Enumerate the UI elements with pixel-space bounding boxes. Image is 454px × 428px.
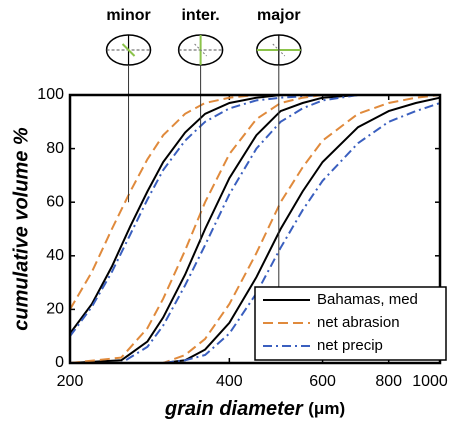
y-label: cumulative volume % <box>10 127 32 331</box>
icon-axis <box>121 43 136 57</box>
y-tick-label: 100 <box>37 86 64 103</box>
plot-frame <box>68 93 442 365</box>
legend-label: Bahamas, med <box>317 291 418 308</box>
y-tick-label: 20 <box>46 301 64 318</box>
x-tick-label: 800 <box>375 373 402 390</box>
curve <box>70 94 441 364</box>
legend-label: net precip <box>317 337 383 354</box>
x-label: grain diameter <box>164 398 304 420</box>
x-axis-title: grain diameter (μm) <box>164 398 345 420</box>
curve <box>70 94 440 364</box>
x-tick-label: 600 <box>309 373 336 390</box>
curve <box>69 94 440 364</box>
curve <box>70 102 441 364</box>
icon-axis <box>194 43 207 57</box>
curve <box>69 94 440 337</box>
group-label: major <box>257 7 301 24</box>
icon-axis <box>272 43 286 57</box>
y-tick-label: 60 <box>46 193 64 210</box>
legend-label: net abrasion <box>317 314 400 331</box>
group-label: inter. <box>181 7 219 24</box>
y-tick-label: 80 <box>46 140 64 157</box>
x-unit: (μm) <box>308 399 345 418</box>
x-tick-label: 400 <box>216 373 243 390</box>
y-tick-label: 40 <box>46 247 64 264</box>
x-tick-label: 1000 <box>412 373 448 390</box>
y-tick-label: 0 <box>55 354 64 371</box>
group-label: minor <box>106 7 150 24</box>
x-tick-label: 200 <box>57 373 84 390</box>
curve <box>69 94 440 310</box>
